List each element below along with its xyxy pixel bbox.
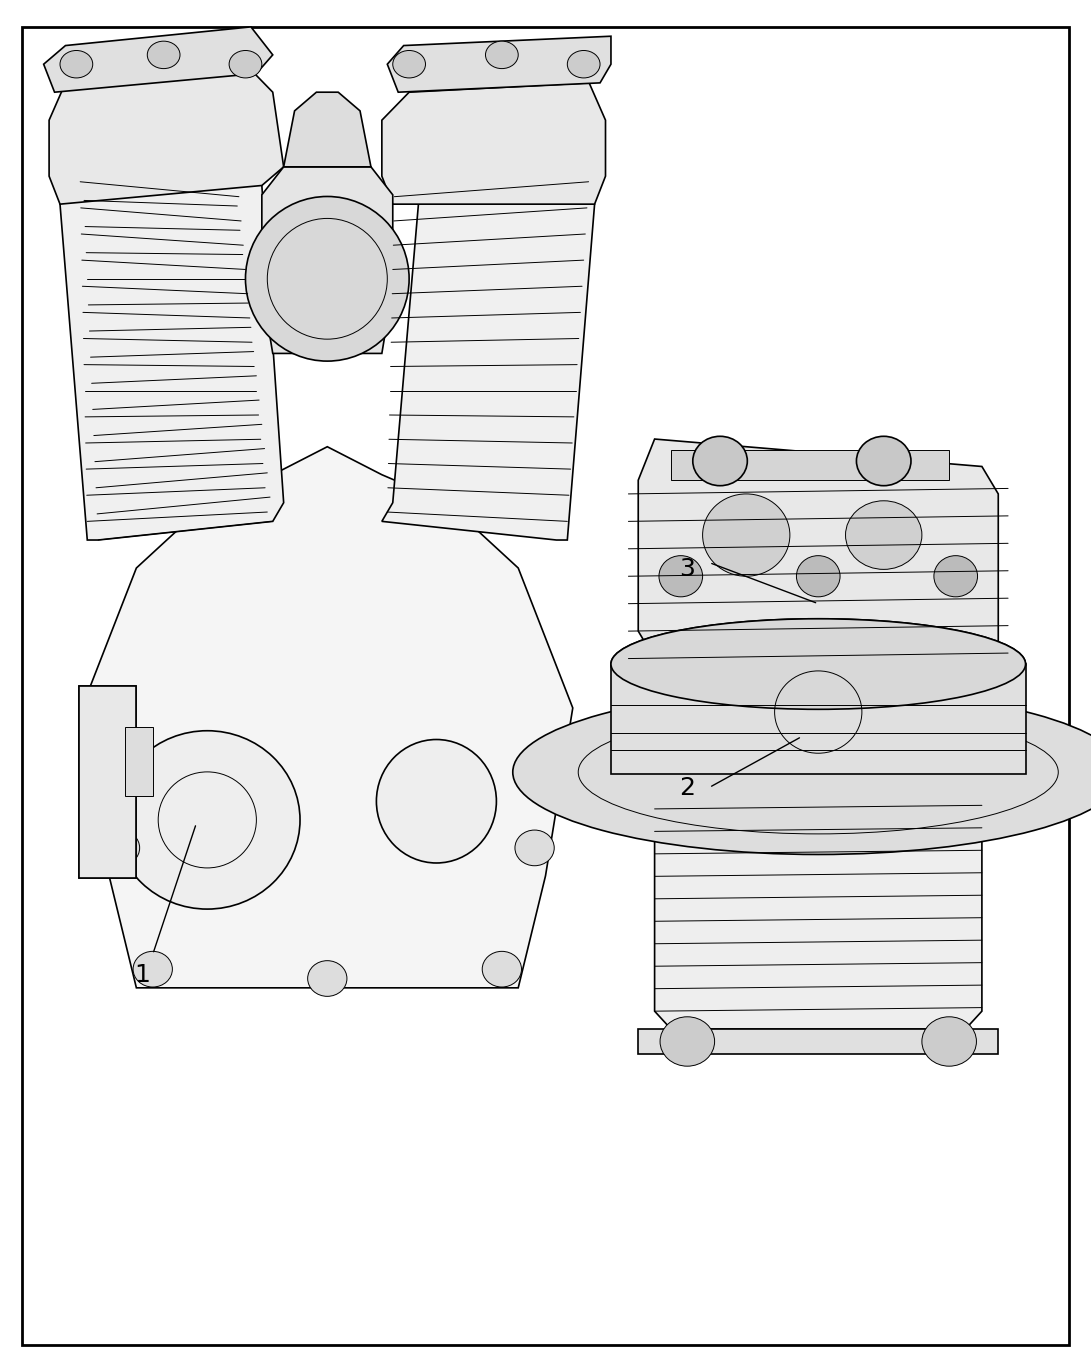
Text: 1: 1 (134, 963, 149, 986)
Ellipse shape (393, 51, 425, 78)
Polygon shape (60, 148, 284, 541)
Ellipse shape (513, 690, 1091, 855)
Polygon shape (638, 439, 998, 686)
Polygon shape (611, 664, 1026, 774)
Polygon shape (284, 92, 371, 167)
Polygon shape (44, 27, 273, 92)
Bar (125, 727, 153, 796)
Ellipse shape (567, 51, 600, 78)
Ellipse shape (856, 436, 911, 486)
Ellipse shape (60, 51, 93, 78)
Ellipse shape (229, 51, 262, 78)
Ellipse shape (515, 830, 554, 866)
Bar (671, 450, 949, 480)
Ellipse shape (100, 830, 140, 866)
Ellipse shape (376, 740, 496, 863)
Ellipse shape (846, 501, 922, 569)
Ellipse shape (703, 494, 790, 576)
Bar (79, 686, 136, 878)
Ellipse shape (115, 731, 300, 910)
Ellipse shape (308, 960, 347, 996)
Ellipse shape (147, 41, 180, 69)
Ellipse shape (934, 556, 978, 597)
Ellipse shape (796, 556, 840, 597)
Polygon shape (655, 772, 982, 1029)
Polygon shape (387, 36, 611, 92)
Polygon shape (638, 1029, 998, 1054)
Ellipse shape (482, 951, 521, 986)
Polygon shape (382, 167, 595, 541)
Polygon shape (79, 686, 136, 878)
Polygon shape (262, 167, 393, 354)
Ellipse shape (922, 1017, 976, 1066)
Ellipse shape (693, 436, 747, 486)
Text: 3: 3 (680, 557, 695, 582)
Ellipse shape (485, 41, 518, 69)
Polygon shape (382, 82, 606, 204)
Text: 2: 2 (680, 775, 695, 800)
Ellipse shape (245, 196, 409, 361)
Ellipse shape (611, 619, 1026, 709)
Polygon shape (82, 447, 573, 988)
Ellipse shape (659, 556, 703, 597)
Ellipse shape (133, 951, 172, 986)
Ellipse shape (611, 619, 1026, 709)
Ellipse shape (660, 1017, 715, 1066)
Polygon shape (49, 64, 284, 204)
